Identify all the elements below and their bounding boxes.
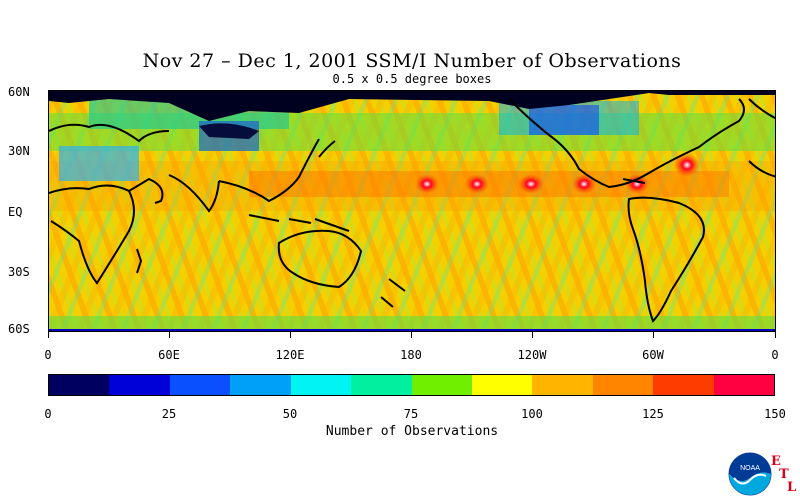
lon-label-0-end: 0 [771, 348, 779, 362]
map-title: Nov 27 – Dec 1, 2001 SSM/I Number of Obs… [142, 50, 682, 72]
colorbar-segment-7 [471, 375, 533, 395]
lon-label-60w: 60W [642, 348, 664, 362]
colorbar-label-0: 0 [44, 407, 52, 421]
colorbar-segment-10 [653, 375, 714, 395]
colorbar-label-75: 75 [403, 407, 419, 421]
lon-label-60e: 60E [158, 348, 180, 362]
lat-label-eq: EQ [8, 205, 23, 219]
noaa-emblem-icon: NOAA [728, 452, 772, 496]
lon-label-120w: 120W [517, 348, 547, 362]
colorbar-label-125: 125 [642, 407, 664, 421]
colorbar-segment-11 [713, 375, 775, 395]
tick [169, 332, 170, 338]
hotspot [625, 174, 649, 194]
colorbar-segment-5 [351, 375, 412, 395]
lon-label-180: 180 [400, 348, 422, 362]
observation-map [48, 90, 776, 332]
lat-label-60s: 60S [8, 322, 30, 336]
etl-letter-t: T [779, 467, 789, 482]
lon-label-120e: 120E [275, 348, 305, 362]
colorbar-segment-0 [49, 375, 110, 395]
colorbar-segment-3 [230, 375, 291, 395]
colorbar-label-150: 150 [764, 407, 786, 421]
etl-letter-l: L [787, 480, 797, 495]
coastlines [49, 98, 775, 323]
colorbar-label-25: 25 [161, 407, 177, 421]
lon-label-0: 0 [44, 348, 52, 362]
colorbar-label-100: 100 [521, 407, 543, 421]
lat-label-30n: 30N [8, 144, 30, 158]
colorbar-segment-9 [592, 375, 654, 395]
colorbar-title: Number of Observations [325, 424, 499, 439]
lat-label-30s: 30S [8, 265, 30, 279]
etl-letter-e: E [771, 454, 781, 469]
tick [532, 332, 533, 338]
hotspot [465, 174, 489, 194]
hotspot [518, 174, 544, 194]
colorbar-segment-6 [411, 375, 472, 395]
tick [775, 332, 776, 338]
tick [653, 332, 654, 338]
noaa-logo: NOAA [728, 452, 772, 496]
noaa-logo-text: NOAA [740, 465, 760, 472]
map-canvas [49, 91, 775, 331]
high-lat-mask [49, 91, 775, 121]
colorbar-segment-8 [532, 375, 593, 395]
tick [411, 332, 412, 338]
colorbar-segment-1 [109, 375, 170, 395]
colorbar-segment-2 [169, 375, 231, 395]
lat-label-60n: 60N [8, 85, 30, 99]
colorbar-label-50: 50 [282, 407, 298, 421]
tick [290, 332, 291, 338]
tick [48, 332, 49, 338]
hotspot [572, 174, 596, 194]
hotspot [674, 153, 700, 177]
hotspot [415, 174, 439, 194]
map-subtitle: 0.5 x 0.5 degree boxes [332, 72, 492, 86]
colorbar [48, 374, 775, 396]
colorbar-segment-4 [290, 375, 352, 395]
